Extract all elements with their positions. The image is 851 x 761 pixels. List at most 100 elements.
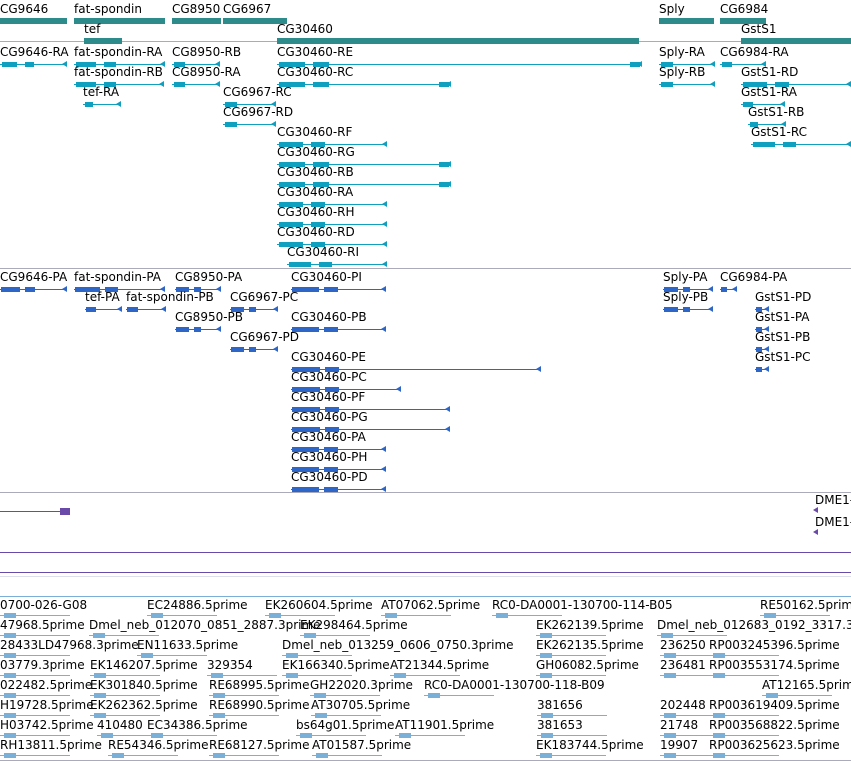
est-block[interactable] [428, 693, 440, 698]
est-label[interactable]: bs64g01.5prime [296, 718, 395, 732]
blast-hit-label[interactable]: DME1- [815, 493, 851, 507]
est-label[interactable]: RC0-DA0001-130700-114-B05 [492, 598, 673, 612]
transcript-exon[interactable] [76, 82, 96, 87]
transcript-label[interactable]: CG30460-RI [287, 245, 360, 259]
est-label[interactable]: Dmel_neb_012683_0192_3317.3 [657, 618, 851, 632]
est-block[interactable] [286, 673, 298, 678]
est-label[interactable]: EK146207.5prime [90, 658, 198, 672]
protein-cds[interactable] [231, 347, 244, 352]
transcript-exon[interactable] [313, 62, 329, 67]
transcript-exon[interactable] [439, 162, 449, 167]
est-label[interactable]: EC24886.5prime [147, 598, 248, 612]
est-alignment-line[interactable] [310, 695, 380, 696]
est-block[interactable] [93, 633, 105, 638]
protein-cds[interactable] [194, 327, 201, 332]
est-block[interactable] [541, 713, 553, 718]
transcript-exon[interactable] [313, 182, 329, 187]
transcript-label[interactable]: CG6984-RA [720, 45, 789, 59]
gene-label[interactable]: Sply [659, 2, 685, 16]
protein-cds[interactable] [25, 287, 35, 292]
protein-label[interactable]: CG30460-PH [291, 450, 368, 464]
protein-cds[interactable] [324, 487, 338, 492]
protein-intron-line[interactable] [291, 369, 541, 370]
protein-intron-line[interactable] [291, 329, 386, 330]
est-label[interactable]: 47968.5prime [0, 618, 85, 632]
transcript-label[interactable]: fat-spondin-RB [74, 65, 163, 79]
protein-cds[interactable] [325, 407, 339, 412]
est-block[interactable] [399, 733, 411, 738]
est-alignment-line[interactable] [709, 715, 779, 716]
transcript-label[interactable]: CG30460-RH [277, 205, 355, 219]
est-label[interactable]: RE68990.5prime [209, 698, 310, 712]
est-block[interactable] [764, 613, 776, 618]
protein-cds[interactable] [292, 407, 320, 412]
transcript-intron-line[interactable] [751, 144, 851, 145]
protein-cds[interactable] [292, 367, 320, 372]
protein-cds[interactable] [756, 347, 762, 352]
transcript-exon[interactable] [630, 62, 640, 67]
est-block[interactable] [314, 693, 326, 698]
transcript-label[interactable]: CG30460-RF [277, 125, 353, 139]
transcript-exon[interactable] [311, 222, 325, 227]
protein-cds[interactable] [292, 287, 319, 292]
transcript-exon[interactable] [104, 62, 116, 67]
est-label[interactable]: RH13811.5prime [0, 738, 102, 752]
protein-label[interactable]: CG30460-PD [291, 470, 368, 484]
transcript-label[interactable]: CG8950-RA [172, 65, 241, 79]
est-label[interactable]: 202448 [660, 698, 706, 712]
est-label[interactable]: RP003625623.5prime [709, 738, 840, 752]
est-label[interactable]: GH22020.3prime [310, 678, 413, 692]
est-block[interactable] [4, 733, 16, 738]
blast-hit-box[interactable] [60, 508, 70, 515]
est-block[interactable] [213, 753, 225, 758]
protein-label[interactable]: CG30460-PC [291, 370, 367, 384]
est-label[interactable]: RP003619409.5prime [709, 698, 840, 712]
est-label[interactable]: EK260604.5prime [265, 598, 373, 612]
est-block[interactable] [94, 693, 106, 698]
est-alignment-line[interactable] [209, 715, 279, 716]
est-alignment-line[interactable] [536, 655, 606, 656]
transcript-exon[interactable] [722, 62, 732, 67]
est-alignment-line[interactable] [536, 635, 606, 636]
transcript-intron-line[interactable] [277, 224, 387, 225]
est-block[interactable] [4, 693, 16, 698]
transcript-exon[interactable] [279, 222, 303, 227]
est-block[interactable] [540, 753, 552, 758]
protein-cds[interactable] [324, 467, 338, 472]
transcript-intron-line[interactable] [659, 64, 715, 65]
est-block[interactable] [664, 753, 676, 758]
est-label[interactable]: 19907 [660, 738, 699, 752]
est-alignment-line[interactable] [709, 675, 779, 676]
protein-intron-line[interactable] [291, 289, 386, 290]
blast-hit-label[interactable]: DME1- [815, 515, 851, 529]
protein-cds[interactable] [176, 327, 189, 332]
transcript-label[interactable]: CG6967-RC [223, 85, 292, 99]
est-alignment-line[interactable] [424, 695, 494, 696]
protein-cds[interactable] [324, 327, 338, 332]
transcript-exon[interactable] [743, 82, 767, 87]
est-alignment-line[interactable] [0, 675, 70, 676]
est-block[interactable] [4, 753, 16, 758]
est-block[interactable] [269, 613, 281, 618]
gene-label[interactable]: CG8950 [172, 2, 221, 16]
est-label[interactable]: Dmel_neb_013259_0606_0750.3prime [282, 638, 514, 652]
est-alignment-line[interactable] [492, 615, 562, 616]
protein-label[interactable]: CG30460-PI [291, 270, 362, 284]
est-label[interactable]: EK262362.5prime [90, 698, 198, 712]
est-block[interactable] [101, 733, 113, 738]
est-label[interactable]: RE50162.5prime [760, 598, 851, 612]
transcript-intron-line[interactable] [277, 64, 642, 65]
protein-intron-line[interactable] [291, 429, 450, 430]
est-alignment-line[interactable] [147, 615, 217, 616]
protein-label[interactable]: CG30460-PE [291, 350, 366, 364]
est-label[interactable]: 21748 [660, 718, 699, 732]
transcript-intron-line[interactable] [741, 104, 785, 105]
protein-label[interactable]: Sply-PA [663, 270, 708, 284]
est-block[interactable] [151, 733, 163, 738]
transcript-exon[interactable] [775, 82, 789, 87]
transcript-exon[interactable] [279, 242, 303, 247]
protein-cds[interactable] [1, 287, 20, 292]
est-block[interactable] [540, 653, 552, 658]
transcript-exon[interactable] [85, 102, 93, 107]
gene-glyph[interactable] [659, 18, 714, 24]
